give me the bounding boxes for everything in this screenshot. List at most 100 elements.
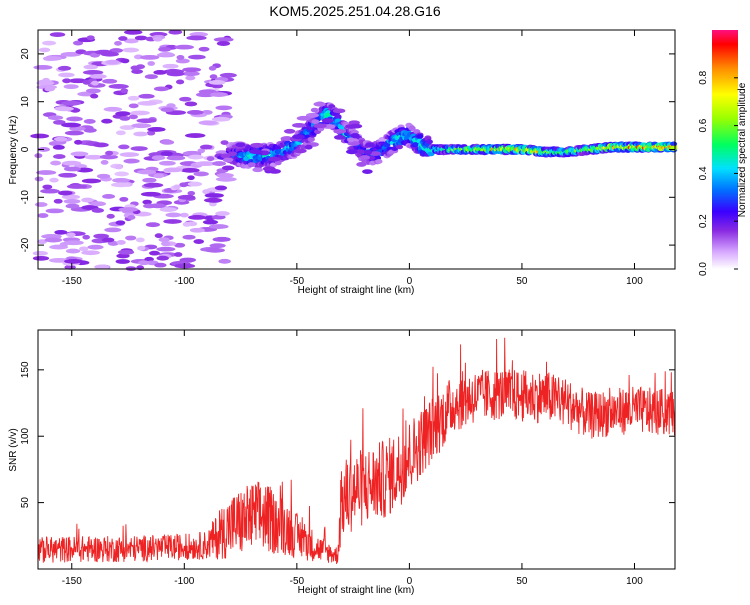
spectrogram-cell	[32, 250, 48, 256]
spectrogram-cell	[61, 100, 82, 106]
spectrogram-cell	[184, 101, 198, 107]
spectrogram-cell	[40, 188, 60, 194]
spectrogram-cell	[53, 154, 66, 159]
spectrogram-cell	[375, 159, 383, 164]
spectrogram-cell	[66, 232, 76, 238]
spectrogram-cell	[283, 128, 296, 134]
spectrogram-cell	[333, 128, 347, 134]
snr-y-tick-label: 150	[20, 361, 31, 378]
snr-frame	[37, 329, 676, 570]
spectrogram-cell	[61, 160, 82, 166]
spectrogram-cell	[153, 173, 164, 179]
spectrogram-cell	[186, 35, 207, 41]
spectrogram-cell	[187, 190, 196, 196]
spectrogram-cell	[209, 224, 229, 229]
spectrogram-cell	[153, 69, 167, 75]
spectrogram-cell	[81, 178, 102, 184]
spectrogram-cell	[159, 207, 177, 212]
spectrogram-cell	[44, 237, 63, 243]
spectrogram-cell	[173, 252, 183, 257]
spectrogram-cell	[62, 78, 72, 84]
spectrogram-cell	[33, 65, 53, 70]
spectrogram-cell	[160, 139, 175, 145]
spectrogram-cell	[195, 92, 216, 98]
spectrogram-cell	[106, 213, 115, 219]
spectrogram-cell	[158, 237, 170, 243]
spectrogram-cell	[50, 160, 62, 166]
spectrogram-y-tick-label: 20	[20, 48, 31, 60]
spectrogram-cell	[36, 170, 57, 175]
spectrogram-cell	[94, 264, 110, 270]
spectrogram-x-tick-label: 0	[407, 276, 413, 287]
spectrogram-cell	[185, 75, 196, 81]
spectrogram-cell	[103, 106, 123, 112]
spectrogram-cell	[124, 38, 139, 44]
snr-x-tick-label: 50	[516, 576, 528, 587]
spectrogram-x-tick-label: -150	[62, 276, 82, 287]
spectrogram-x-label: Height of straight line (km)	[298, 285, 415, 296]
spectrogram-cell	[66, 116, 83, 122]
spectrogram-cell	[83, 64, 99, 70]
spectrogram-cell	[115, 130, 126, 136]
spectrogram-cell	[82, 70, 104, 75]
spectrogram-cell	[349, 123, 363, 129]
spectrogram-cell	[182, 234, 196, 240]
spectrogram-cell	[123, 29, 143, 35]
spectrogram-cell	[151, 155, 166, 161]
spectrogram-cell	[52, 144, 65, 150]
spectrogram-cell	[131, 123, 152, 129]
snr-series-line	[37, 337, 676, 565]
snr-panel: -150 -100 -50 0 50 100 50 100 150 Height of str…	[8, 329, 676, 596]
spectrogram-cell	[42, 184, 53, 190]
spectrogram-cell	[143, 203, 156, 209]
spectrogram-cell	[122, 47, 140, 53]
spectrogram-cell	[202, 189, 210, 195]
spectrogram-cell	[212, 237, 231, 242]
spectrogram-cell	[114, 40, 122, 46]
spectrogram-cell	[250, 142, 264, 148]
colorbar-tick-label: 0.6	[698, 118, 709, 132]
spectrogram-cell	[268, 156, 281, 162]
spectrogram-cell	[187, 181, 203, 187]
spectrogram-cell	[347, 141, 360, 146]
spectrogram-cell	[53, 119, 66, 125]
spectrogram-cell	[369, 151, 382, 157]
spectrogram-cell	[128, 103, 139, 109]
spectrogram-cell	[211, 214, 226, 220]
spectrogram-cell	[119, 152, 140, 157]
spectrogram-cell	[137, 169, 157, 175]
spectrogram-cell	[83, 119, 96, 124]
spectrogram-cell	[262, 166, 276, 172]
spectrogram-cell	[53, 198, 63, 204]
snr-x-tick-label: -100	[174, 576, 194, 587]
spectrogram-cell	[313, 101, 326, 107]
spectrogram-cell	[137, 245, 146, 251]
spectrogram-cell	[198, 120, 218, 126]
spectrogram-cell	[180, 167, 200, 173]
spectrogram-cell	[313, 123, 327, 129]
spectrogram-cell	[165, 212, 182, 218]
spectrogram-cell	[130, 110, 150, 116]
spectrogram-cell	[137, 100, 158, 106]
spectrogram-cell	[166, 71, 185, 77]
spectrogram-cell	[252, 167, 263, 173]
spectrogram-cell	[99, 154, 118, 160]
spectrogram-y-tick-label: -10	[20, 190, 31, 205]
spectrogram-cell	[187, 175, 195, 181]
spectrogram-cell	[34, 176, 44, 182]
spectrogram-cell	[208, 65, 217, 71]
spectrogram-cell	[296, 115, 311, 121]
spectrogram-cell	[222, 165, 235, 171]
spectrogram-cell	[193, 171, 209, 177]
spectrogram-cell	[198, 46, 210, 52]
snr-y-tick-label: 50	[20, 497, 31, 509]
spectrogram-cell	[58, 172, 77, 178]
spectrogram-cell	[146, 130, 156, 136]
spectrogram-cell	[280, 136, 293, 141]
spectrogram-cell	[292, 122, 306, 128]
snr-x-tick-label: -50	[290, 576, 305, 587]
spectrogram-cell	[54, 229, 68, 235]
spectrogram-cell	[74, 139, 83, 145]
spectrogram-cell	[166, 155, 186, 161]
